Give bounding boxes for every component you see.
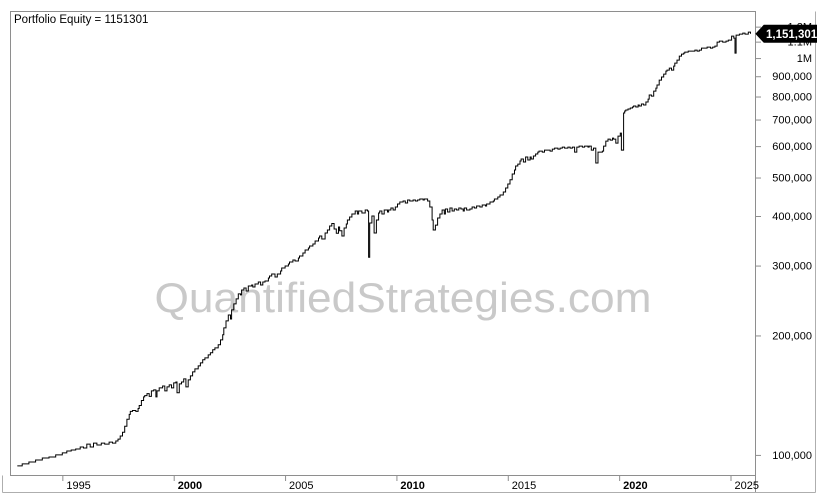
x-axis[interactable]: 1995 2000 2005 2010 2015 2020 2025 <box>62 475 759 493</box>
y-axis[interactable]: 1.2M1.1M1M900,000800,000700,000600,00050… <box>755 22 813 462</box>
watermark: QuantifiedStrategies.com <box>155 274 652 321</box>
y-tick-label: 400,000 <box>772 211 812 223</box>
chart-title: Portfolio Equity = 1151301 <box>14 14 148 26</box>
chart-frame <box>2 11 816 493</box>
y-tick-label: 800,000 <box>772 92 812 104</box>
y-tick-label: 300,000 <box>772 261 812 273</box>
y-tick-label: 500,000 <box>772 173 812 185</box>
y-tick-label: 700,000 <box>772 115 812 127</box>
last-value-tag-shape <box>755 24 817 43</box>
x-tick-label: 2020 <box>623 480 647 492</box>
last-value-tag-text: 1,151,301 <box>766 29 817 41</box>
x-tick-label: 2015 <box>512 480 536 492</box>
y-tick-label: 1M <box>797 53 812 65</box>
y-tick-label: 900,000 <box>772 71 812 83</box>
x-tick-label: 2005 <box>289 480 313 492</box>
x-tick-label: 2010 <box>400 480 424 492</box>
x-tick-label: 1995 <box>66 480 90 492</box>
y-tick-label: 100,000 <box>772 450 812 462</box>
x-tick-label: 2000 <box>178 480 202 492</box>
plot-area[interactable] <box>10 11 755 475</box>
equity-curve <box>17 31 751 467</box>
y-tick-label: 200,000 <box>772 330 812 342</box>
y-tick-label: 600,000 <box>772 141 812 153</box>
x-tick-label: 2025 <box>735 480 759 492</box>
last-value-tag: 1,151,301 <box>755 24 817 43</box>
